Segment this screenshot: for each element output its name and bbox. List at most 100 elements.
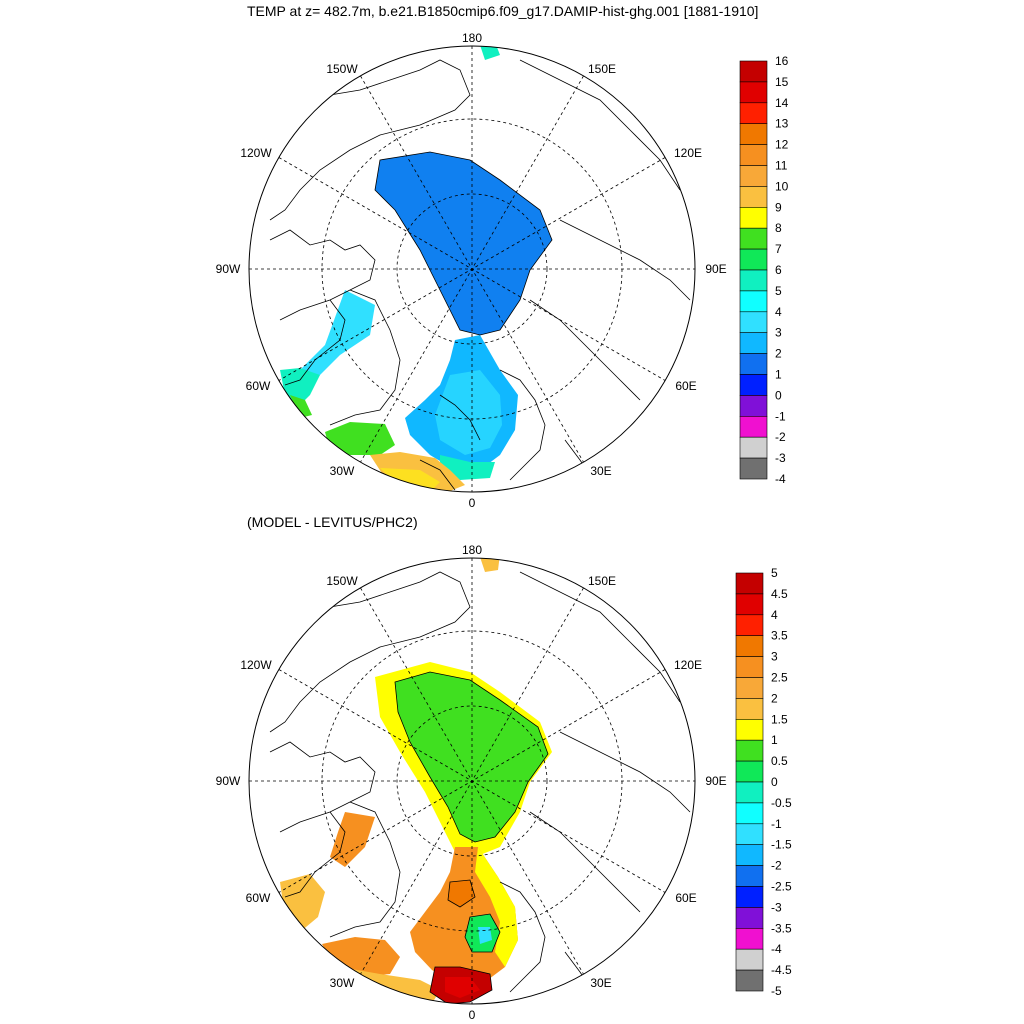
colorbar-swatch xyxy=(735,823,764,845)
lon-label-90e: 90E xyxy=(705,262,726,276)
lon-label-60w: 60W xyxy=(246,891,271,905)
map-boundary xyxy=(248,45,696,493)
data-fill xyxy=(280,558,552,1004)
colorbar-tick-label: 2 xyxy=(775,347,782,361)
colorbar-swatch xyxy=(739,60,768,83)
colorbar-swatch xyxy=(735,698,764,720)
main-title: TEMP at z= 482.7m, b.e21.B1850cmip6.f09_… xyxy=(247,3,759,19)
colorbar-tick-label: 6 xyxy=(775,263,782,277)
lon-label-30e: 30E xyxy=(590,464,611,478)
colorbar-tick-label: 4 xyxy=(771,608,778,622)
north-atlantic-warm xyxy=(380,468,440,492)
lon-label-120e: 120E xyxy=(674,146,702,160)
colorbar-tick-label: 10 xyxy=(775,179,789,193)
colorbar-swatch xyxy=(735,781,764,804)
colorbar-swatch xyxy=(739,415,768,438)
colorbar-swatch xyxy=(735,572,764,595)
colorbar-swatch xyxy=(735,719,764,741)
nordic-seas-inner xyxy=(435,370,502,455)
lon-label-60w: 60W xyxy=(246,379,271,393)
lon-label-90w: 90W xyxy=(216,774,241,788)
lon-label-30w: 30W xyxy=(330,464,355,478)
colorbar-swatch xyxy=(739,311,768,333)
colorbar-tick-label: 13 xyxy=(775,117,789,131)
colorbar-tick-label: 4.5 xyxy=(771,587,788,601)
colorbar-tick-label: 15 xyxy=(775,75,789,89)
lon-label-120w: 120W xyxy=(240,658,272,672)
colorbar-swatch xyxy=(739,248,768,271)
colorbar-tick-label: 2 xyxy=(771,691,778,705)
coastlines xyxy=(269,59,691,491)
colorbar-tick-label: 16 xyxy=(775,54,789,68)
bering-patch xyxy=(480,46,500,60)
colorbar-swatch xyxy=(735,844,764,866)
baffin-anomaly-field xyxy=(330,812,375,867)
top-polar-map: 180 150W 150E 120W 120E 90W 90E 60W 60E … xyxy=(216,31,789,510)
colorbar-swatch xyxy=(735,656,764,678)
lon-label-180: 180 xyxy=(462,31,482,45)
colorbar-tick-label: 3.5 xyxy=(771,629,788,643)
colorbar-tick-label: -2 xyxy=(771,859,782,873)
nordic-cool-center xyxy=(478,927,492,944)
nordic-yellow-field xyxy=(475,847,518,967)
colorbar-swatch xyxy=(739,144,768,166)
colorbar-tick-label: 3 xyxy=(775,326,782,340)
colorbar-swatch xyxy=(739,227,768,250)
colorbar-swatch xyxy=(735,865,764,887)
lon-label-180: 180 xyxy=(462,543,482,557)
lon-label-120w: 120W xyxy=(240,146,272,160)
colorbar-tick-label: 9 xyxy=(775,200,782,214)
colorbar-swatch xyxy=(739,457,768,480)
graticule xyxy=(249,46,695,492)
colorbar-tick-label: 0.5 xyxy=(771,754,788,768)
map-boundary xyxy=(248,557,696,1005)
lon-label-30w: 30W xyxy=(330,976,355,990)
colorbar-swatch xyxy=(739,436,768,459)
bottom-polar-map: 180 150W 150E 120W 120E 90W 90E 60W 60E … xyxy=(216,543,792,1022)
colorbar-tick-label: 7 xyxy=(775,242,782,256)
colorbar-swatch xyxy=(735,593,764,616)
lon-label-90e: 90E xyxy=(705,774,726,788)
colorbar-swatch xyxy=(735,739,764,762)
lon-label-0: 0 xyxy=(469,1008,476,1022)
colorbar-swatch xyxy=(739,102,768,125)
difference-title: (MODEL - LEVITUS/PHC2) xyxy=(247,514,418,530)
colorbar-tick-label: 5 xyxy=(775,284,782,298)
colorbar-tick-label: -3.5 xyxy=(771,921,792,935)
colorbar-tick-label: -4.5 xyxy=(771,963,792,977)
colorbar-tick-label: -4 xyxy=(771,942,782,956)
colorbar-swatch xyxy=(739,186,768,208)
colorbar-swatch xyxy=(735,948,764,971)
colorbar-swatch xyxy=(735,969,764,992)
longitude-labels: 180 150W 150E 120W 120E 90W 90E 60W 60E … xyxy=(216,543,727,1022)
colorbar-swatch xyxy=(739,353,768,375)
lon-label-150e: 150E xyxy=(588,62,616,76)
colorbar-tick-label: 0 xyxy=(771,775,778,789)
labrador-anomaly-field xyxy=(280,874,325,932)
colorbar-swatch xyxy=(735,802,764,825)
lon-label-90w: 90W xyxy=(216,262,241,276)
arctic-basin-field xyxy=(375,152,552,335)
colorbar-tick-label: -0.5 xyxy=(771,796,792,810)
bottom-colorbar: 5 4.5 4 3.5 3 2.5 2 1.5 1 0.5 0 -0.5 -1 -1.5 -2 -2.5 -3 -… xyxy=(735,566,792,998)
colorbar-tick-label: 5 xyxy=(771,566,778,580)
colorbar-swatch xyxy=(739,81,768,104)
colorbar-tick-label: 2.5 xyxy=(771,671,788,685)
lon-label-0: 0 xyxy=(469,496,476,510)
coastlines xyxy=(269,571,691,1004)
colorbar-swatch xyxy=(735,677,764,699)
colorbar-tick-label: 1 xyxy=(771,733,778,747)
colorbar-swatch xyxy=(739,165,768,187)
bering-patch xyxy=(480,558,500,572)
lon-label-60e: 60E xyxy=(675,379,696,393)
lon-label-150e: 150E xyxy=(588,574,616,588)
colorbar-swatch xyxy=(735,760,764,783)
colorbar-tick-label: 3 xyxy=(771,650,778,664)
lon-label-120e: 120E xyxy=(674,658,702,672)
colorbar-tick-label: 1.5 xyxy=(771,712,788,726)
colorbar-tick-label: -3 xyxy=(775,451,786,465)
colorbar-tick-label: -5 xyxy=(771,984,782,998)
colorbar-tick-label: 12 xyxy=(775,138,789,152)
lon-label-60e: 60E xyxy=(675,891,696,905)
